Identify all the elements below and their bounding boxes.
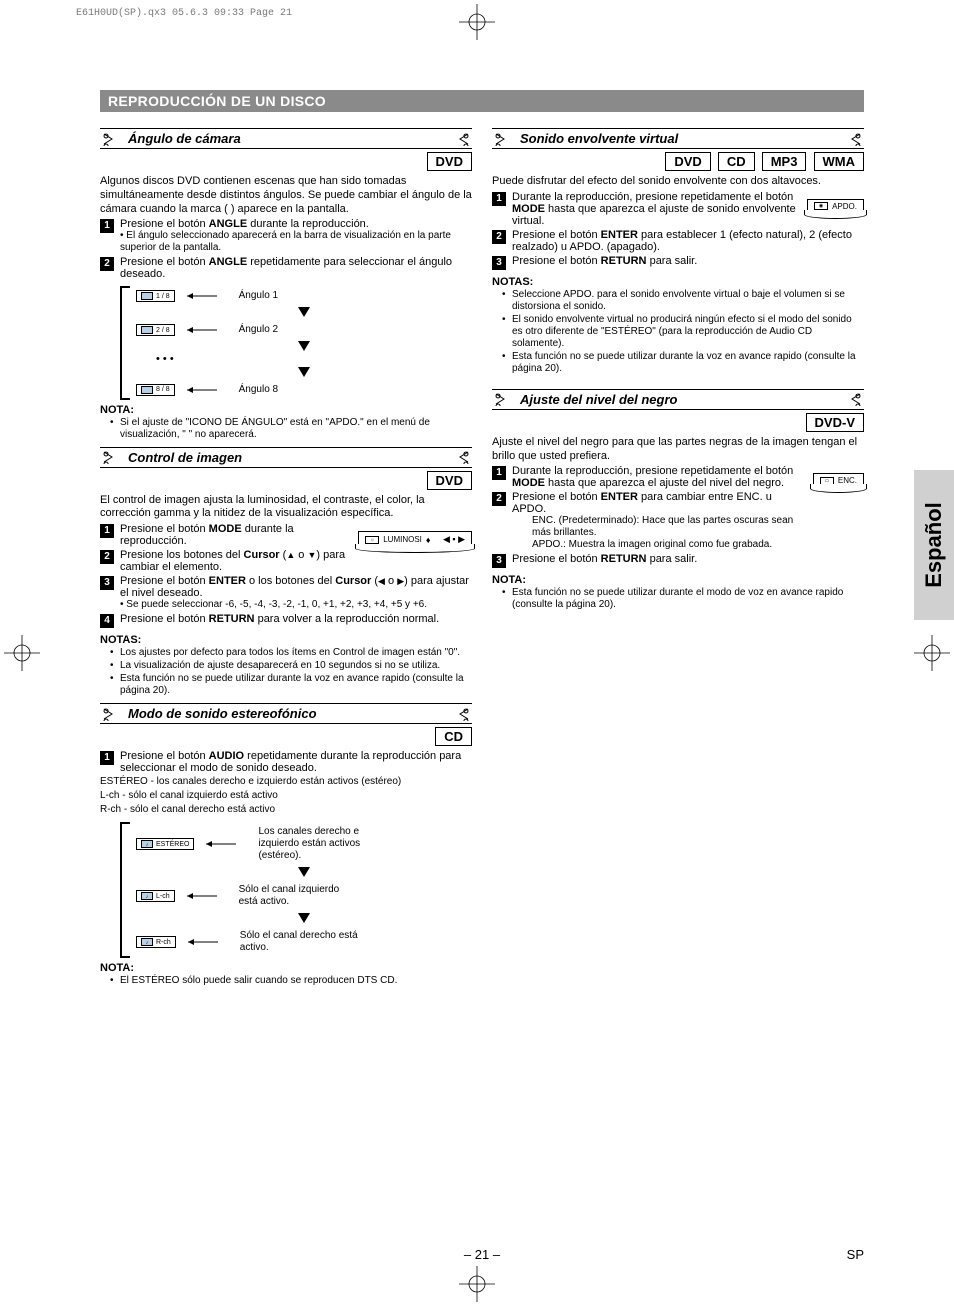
intro-text: Algunos discos DVD contienen escenas que… [100, 175, 472, 216]
section-title: Control de imagen [128, 450, 242, 465]
step-text: Presione el botón ENTER para cambiar ent… [512, 491, 805, 551]
badge-dvd: DVD [427, 152, 472, 171]
registration-mark-left [4, 635, 40, 671]
page-number: – 21 – [464, 1247, 500, 1262]
step-text: Durante la reproducción, presione repeti… [512, 465, 805, 489]
step-number-icon: 2 [492, 492, 506, 506]
note-item: La visualización de ajuste desaparecerá … [120, 660, 472, 672]
badge-cd: CD [435, 727, 472, 746]
note-heading: NOTA: [100, 404, 472, 416]
scissor-icon [844, 132, 862, 146]
badge-dvd: DVD [427, 471, 472, 490]
step-text: Durante la reproducción, presione repeti… [512, 191, 799, 227]
note-item: Seleccione APDO. para el sonido envolven… [512, 289, 864, 313]
step-number-icon: 3 [100, 576, 114, 590]
mode-line: L-ch - sólo el canal izquierdo está acti… [100, 790, 472, 802]
osd-icon: ▭ [820, 477, 834, 485]
intro-text: Puede disfrutar del efecto del sonido en… [492, 175, 864, 189]
scissor-icon [102, 450, 120, 464]
step-text: Presione el botón RETURN para salir. [512, 255, 864, 270]
step-text: Presione el botón ANGLE durante la repro… [120, 218, 369, 230]
section-title: Ajuste del nivel del negro [520, 392, 677, 407]
badge-wma: WMA [814, 152, 865, 171]
language-tab: Español [914, 470, 954, 620]
step-number-icon: 1 [492, 192, 506, 206]
section-header-angulo: Ángulo de cámara [100, 128, 472, 149]
registration-mark-right [914, 635, 950, 671]
intro-text: El control de imagen ajusta la luminosid… [100, 494, 472, 522]
scissor-icon [452, 707, 470, 721]
osd-icon: ☼ [365, 536, 379, 544]
step-number-icon: 2 [100, 257, 114, 271]
footer-code: SP [847, 1247, 864, 1262]
step-number-icon: 1 [100, 751, 114, 765]
note-item: Esta función no se puede utilizar durant… [512, 351, 864, 375]
step-text: Presione el botón RETURN para volver a l… [120, 613, 472, 628]
step-number-icon: 3 [492, 256, 506, 270]
scissor-icon [102, 707, 120, 721]
step-number-icon: 1 [100, 219, 114, 233]
step-text: Presione el botón MODE durante la reprod… [120, 523, 350, 547]
osd-display: ▭ ENC. [813, 473, 864, 488]
section-title: Ángulo de cámara [128, 131, 241, 146]
note-heading: NOTA: [492, 574, 864, 586]
language-tab-label: Español [921, 502, 947, 588]
step-text: Presione el botón AUDIO repetidamente du… [120, 750, 472, 774]
badge-dvd: DVD [665, 152, 710, 171]
note-heading: NOTAS: [492, 276, 864, 288]
registration-mark-bottom [459, 1266, 495, 1302]
note-heading: NOTAS: [100, 634, 472, 646]
mode-line: ESTÉREO - los canales derecho e izquierd… [100, 776, 472, 788]
note-heading: NOTA: [100, 962, 472, 974]
step-text: Presione el botón ENTER o los botones de… [120, 575, 472, 611]
badge-cd: CD [718, 152, 755, 171]
step-text: Presione los botones del Cursor (▲ o ▼) … [120, 549, 350, 573]
right-column: Sonido envolvente virtual DVD CD MP3 WMA… [492, 122, 864, 988]
scissor-icon [452, 450, 470, 464]
section-header-estereo: Modo de sonido estereofónico [100, 703, 472, 724]
stereo-diagram: ♪ESTÉREO Los canales derecho e izquierdo… [120, 822, 472, 958]
step-text: Presione el botón RETURN para salir. [512, 553, 864, 568]
mode-line: R-ch - sólo el canal derecho está activo [100, 804, 472, 816]
angle-diagram: 1 / 8 Ángulo 1 2 / 8 Ángulo 2 • • • 8 / … [120, 286, 472, 399]
scissor-icon [494, 392, 512, 406]
note-item: Esta función no se puede utilizar durant… [120, 673, 472, 697]
left-column: Ángulo de cámara DVD Algunos discos DVD … [100, 122, 472, 988]
step-number-icon: 2 [492, 230, 506, 244]
scissor-icon [102, 132, 120, 146]
registration-mark-top [459, 4, 495, 40]
osd-display: ◉ APDO. [807, 199, 864, 214]
osd-display: ☼ LUMINOSI ♦ ◀ ▪ ▶ [358, 531, 472, 548]
note-item: El ESTÉREO sólo puede salir cuando se re… [120, 975, 472, 987]
badge-dvdv: DVD-V [806, 413, 864, 432]
section-title: Sonido envolvente virtual [520, 131, 678, 146]
note-item: Los ajustes por defecto para todos los í… [120, 647, 472, 659]
main-banner: REPRODUCCIÓN DE UN DISCO [100, 90, 864, 112]
scissor-icon [844, 392, 862, 406]
note-item: Esta función no se puede utilizar durant… [512, 587, 864, 611]
note-item: El sonido envolvente virtual no producir… [512, 314, 864, 350]
page-footer: – 21 – SP [100, 1247, 864, 1262]
step-number-icon: 3 [492, 554, 506, 568]
step-number-icon: 2 [100, 550, 114, 564]
step-text: Presione el botón ANGLE repetidamente pa… [120, 256, 472, 280]
scissor-icon [494, 132, 512, 146]
step-text: Presione el botón ENTER para establecer … [512, 229, 864, 253]
section-title: Modo de sonido estereofónico [128, 706, 317, 721]
intro-text: Ajuste el nivel del negro para que las p… [492, 436, 864, 464]
step-number-icon: 1 [100, 524, 114, 538]
section-header-imagen: Control de imagen [100, 447, 472, 468]
step-number-icon: 4 [100, 614, 114, 628]
section-header-negro: Ajuste del nivel del negro [492, 389, 864, 410]
step-number-icon: 1 [492, 466, 506, 480]
print-header: E61H0UD(SP).qx3 05.6.3 09:33 Page 21 [76, 8, 292, 19]
scissor-icon [452, 132, 470, 146]
section-header-envolvente: Sonido envolvente virtual [492, 128, 864, 149]
step-subtext: • El ángulo seleccionado aparecerá en la… [120, 230, 472, 254]
badge-mp3: MP3 [762, 152, 807, 171]
note-item: Si el ajuste de "ICONO DE ÁNGULO" está e… [120, 417, 472, 441]
osd-icon: ◉ [814, 202, 828, 210]
